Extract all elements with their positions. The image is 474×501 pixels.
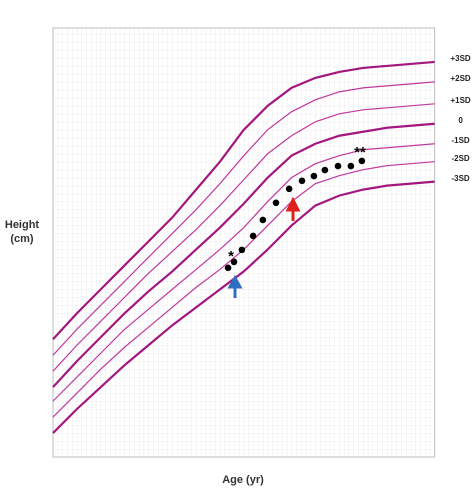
legend-label: -2SD [451,154,469,163]
plot-area [52,27,436,458]
patient-point [272,199,280,207]
legend-label: 0 [458,116,463,125]
patient-point [238,246,246,254]
legend-label: +1SD [450,96,470,105]
patient-point [358,157,366,165]
x-axis-title: Age (yr) [222,474,264,486]
growth-curve [52,103,435,372]
growth-curve [52,180,435,434]
annotation: ** [354,144,366,161]
legend-label: +3SD [450,54,470,63]
growth-curve [52,60,435,341]
red-arrow [285,196,301,221]
patient-point [224,264,232,272]
legend-label: -3SD [451,174,469,183]
legend-label: +2SD [450,74,470,83]
y-axis-title: Height [5,219,40,231]
patient-point [310,172,318,180]
growth-curve [52,122,435,388]
patient-point [347,162,355,170]
patient-point [298,177,306,185]
y-axis-title: (cm) [10,233,34,245]
patient-point [321,166,329,174]
patient-point [230,258,238,266]
growth-curve [52,81,435,356]
patient-point [259,216,267,224]
patient-point [334,162,342,170]
patient-point [285,185,293,193]
annotation: * [228,248,234,265]
growth-curve [52,143,435,402]
patient-point [249,232,257,240]
blue-arrow [227,274,243,298]
legend-label: -1SD [451,136,469,145]
